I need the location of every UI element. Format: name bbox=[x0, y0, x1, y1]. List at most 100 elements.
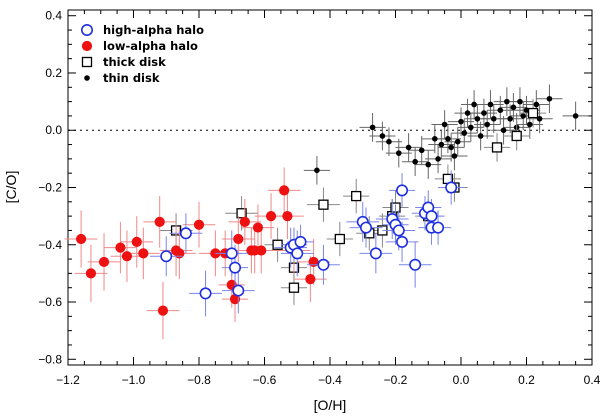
thin-disk-point bbox=[461, 130, 468, 136]
series-thin-disk bbox=[303, 84, 589, 185]
thin-disk-point bbox=[468, 124, 474, 131]
thin-disk-point bbox=[458, 118, 464, 125]
y-axis-ticks: −0.8 −0.6 −0.4 −0.2 0.0 0.2 0.4 bbox=[38, 9, 592, 366]
thin-disk-point bbox=[484, 121, 491, 128]
thin-disk-point bbox=[441, 121, 448, 128]
low-alpha-halo-point bbox=[233, 233, 244, 245]
high-alpha-halo-point bbox=[229, 261, 242, 274]
high-alpha-halo-point bbox=[396, 235, 409, 248]
y-tick-label: −0.4 bbox=[38, 238, 62, 252]
thin-disk-point bbox=[477, 133, 484, 139]
thick-disk-point bbox=[511, 130, 522, 142]
y-tick-label: 0.0 bbox=[45, 123, 62, 137]
legend-label-thin-disk: thin disk bbox=[103, 71, 160, 85]
y-tick-label: −0.2 bbox=[38, 181, 62, 195]
thin-disk-point bbox=[405, 144, 412, 151]
legend-marker-thick-disk bbox=[81, 56, 93, 68]
low-alpha-halo-point bbox=[305, 274, 316, 285]
high-alpha-halo-point bbox=[409, 258, 422, 271]
thick-disk-point bbox=[351, 190, 362, 202]
x-tick-label: −1.2 bbox=[56, 373, 80, 387]
y-tick-label: 0.2 bbox=[45, 66, 62, 80]
low-alpha-halo-point bbox=[138, 248, 149, 259]
x-axis-title: [O/H] bbox=[314, 397, 347, 413]
x-tick-label: 0.2 bbox=[518, 373, 535, 387]
thin-disk-point bbox=[386, 138, 392, 145]
high-alpha-halo-point bbox=[445, 181, 458, 194]
low-alpha-halo-point bbox=[252, 222, 264, 233]
thin-disk-point bbox=[533, 101, 540, 108]
thin-disk-point bbox=[369, 124, 376, 131]
high-alpha-halo-point bbox=[294, 235, 307, 248]
high-alpha-halo-point bbox=[291, 247, 304, 260]
high-alpha-halo-point bbox=[425, 210, 438, 223]
thin-disk-point bbox=[504, 98, 510, 105]
x-tick-label: 0.0 bbox=[453, 373, 470, 387]
x-tick-label: −0.2 bbox=[384, 373, 408, 387]
thin-disk-point bbox=[454, 138, 461, 145]
high-alpha-halo-point bbox=[317, 258, 330, 271]
thin-disk-point bbox=[448, 144, 454, 151]
thin-disk-point bbox=[546, 95, 553, 102]
thick-disk-point bbox=[334, 233, 345, 245]
low-alpha-halo-point bbox=[239, 216, 250, 227]
low-alpha-halo-point bbox=[193, 219, 205, 230]
high-alpha-halo-point bbox=[369, 247, 382, 260]
thin-disk-point bbox=[487, 101, 494, 108]
x-axis-ticks: −1.2 −1.0 −0.8 −0.6 −0.4 −0.2 0.0 0.2 0.4 bbox=[56, 10, 600, 387]
high-alpha-halo-point bbox=[232, 284, 245, 297]
low-alpha-halo-point bbox=[76, 233, 87, 245]
thin-disk-point bbox=[445, 136, 451, 142]
high-alpha-halo-point bbox=[432, 221, 445, 234]
y-tick-label: 0.4 bbox=[45, 9, 62, 23]
low-alpha-halo-point bbox=[98, 256, 110, 268]
legend-marker-high-alpha-halo bbox=[81, 23, 94, 36]
thin-disk-point bbox=[438, 141, 445, 148]
high-alpha-halo-point bbox=[360, 221, 373, 234]
thin-disk-point bbox=[517, 98, 523, 105]
legend: high-alpha halo low-alpha halo thick disk t… bbox=[81, 23, 204, 85]
series-thick-disk bbox=[159, 98, 547, 305]
thin-disk-point bbox=[572, 113, 579, 119]
x-tick-label: −0.8 bbox=[187, 373, 211, 387]
low-alpha-halo-point bbox=[131, 236, 142, 247]
high-alpha-halo-point bbox=[199, 287, 212, 300]
low-alpha-halo-point bbox=[265, 211, 277, 222]
high-alpha-halo-point bbox=[160, 250, 173, 263]
thin-disk-point bbox=[520, 113, 527, 119]
legend-label-high-alpha-halo: high-alpha halo bbox=[103, 23, 204, 37]
low-alpha-halo-point bbox=[115, 242, 126, 253]
legend-label-low-alpha-halo: low-alpha halo bbox=[103, 39, 198, 53]
x-tick-label: −0.4 bbox=[318, 373, 342, 387]
low-alpha-halo-point bbox=[157, 305, 169, 316]
thin-disk-point bbox=[435, 156, 441, 162]
high-alpha-halo-point bbox=[225, 247, 238, 260]
y-tick-label: −0.8 bbox=[38, 352, 62, 366]
y-tick-label: −0.6 bbox=[38, 295, 62, 309]
thin-disk-point bbox=[418, 147, 425, 154]
thick-disk-point bbox=[288, 282, 300, 293]
legend-marker-thin-disk bbox=[84, 75, 90, 81]
x-tick-label: −0.6 bbox=[253, 373, 277, 387]
data-points bbox=[64, 84, 589, 340]
series-high-alpha-halo bbox=[149, 170, 465, 317]
thin-disk-point bbox=[474, 115, 481, 122]
low-alpha-halo-point bbox=[282, 211, 293, 222]
thin-disk-point bbox=[425, 161, 432, 168]
x-tick-label: −1.0 bbox=[122, 373, 146, 387]
thin-disk-point bbox=[490, 115, 497, 122]
thick-disk-point bbox=[318, 199, 329, 210]
thin-disk-point bbox=[451, 153, 458, 159]
legend-marker-low-alpha-halo bbox=[81, 40, 93, 52]
thin-disk-point bbox=[314, 167, 320, 174]
legend-label-thick-disk: thick disk bbox=[103, 55, 166, 69]
x-tick-label: 0.4 bbox=[584, 373, 600, 387]
low-alpha-halo-point bbox=[85, 268, 97, 279]
thin-disk-point bbox=[432, 136, 438, 142]
y-axis-title: [C/O] bbox=[3, 171, 19, 204]
low-alpha-halo-point bbox=[121, 251, 133, 262]
thick-disk-point bbox=[236, 208, 247, 219]
low-alpha-halo-point bbox=[174, 248, 185, 259]
thin-disk-point bbox=[395, 150, 402, 156]
